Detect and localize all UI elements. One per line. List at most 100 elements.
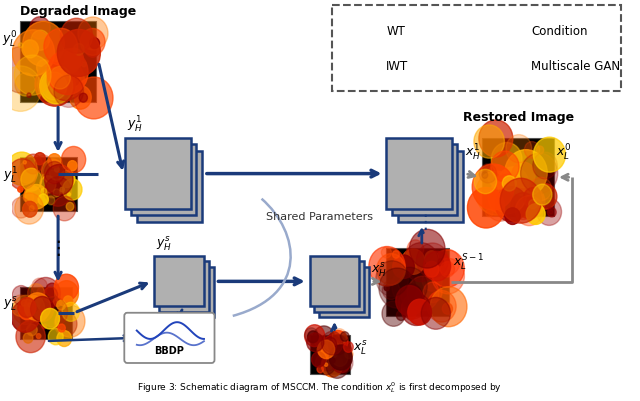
Circle shape	[506, 135, 532, 163]
Circle shape	[536, 147, 544, 155]
Circle shape	[424, 262, 439, 277]
Circle shape	[340, 332, 349, 341]
Circle shape	[54, 298, 61, 307]
Circle shape	[12, 31, 54, 77]
Circle shape	[36, 61, 51, 76]
Circle shape	[44, 287, 58, 303]
Circle shape	[332, 349, 348, 367]
Circle shape	[31, 278, 60, 310]
Circle shape	[316, 352, 336, 375]
Circle shape	[54, 281, 79, 307]
Circle shape	[492, 143, 522, 176]
Circle shape	[472, 164, 515, 210]
Circle shape	[29, 206, 34, 211]
Circle shape	[487, 166, 507, 187]
Circle shape	[425, 251, 438, 266]
Circle shape	[40, 171, 65, 198]
Bar	[310, 335, 350, 375]
Circle shape	[40, 309, 60, 329]
Circle shape	[524, 188, 542, 209]
Circle shape	[482, 172, 488, 179]
Circle shape	[54, 168, 59, 172]
Bar	[20, 158, 77, 212]
Circle shape	[490, 174, 527, 214]
Circle shape	[512, 163, 535, 188]
Circle shape	[323, 335, 346, 360]
Text: BBDP: BBDP	[154, 345, 184, 355]
Bar	[319, 267, 369, 317]
Circle shape	[38, 194, 49, 206]
Circle shape	[321, 356, 335, 371]
Text: $x_L^s$: $x_L^s$	[353, 339, 367, 356]
Circle shape	[15, 193, 44, 225]
Text: $y_L^1$: $y_L^1$	[3, 166, 18, 186]
Circle shape	[18, 298, 36, 318]
Circle shape	[488, 182, 519, 215]
Circle shape	[31, 302, 42, 314]
Text: Shared Parameters: Shared Parameters	[266, 212, 373, 222]
Circle shape	[332, 352, 351, 373]
Circle shape	[32, 278, 47, 296]
Circle shape	[305, 328, 318, 342]
Circle shape	[53, 189, 60, 197]
Circle shape	[35, 63, 75, 107]
Circle shape	[28, 284, 45, 302]
Circle shape	[64, 49, 83, 70]
Circle shape	[338, 348, 344, 356]
Circle shape	[21, 300, 27, 306]
Circle shape	[524, 142, 540, 159]
Text: $x_H^1$: $x_H^1$	[465, 143, 481, 163]
Circle shape	[444, 263, 447, 266]
Circle shape	[60, 19, 93, 54]
Text: Multiscale GAN: Multiscale GAN	[531, 60, 620, 73]
Circle shape	[486, 190, 515, 222]
Circle shape	[549, 210, 553, 215]
Circle shape	[28, 197, 31, 201]
Circle shape	[66, 203, 74, 211]
Circle shape	[505, 208, 520, 225]
Text: Restored Image: Restored Image	[463, 111, 574, 124]
Circle shape	[42, 324, 46, 329]
Circle shape	[479, 164, 497, 184]
Circle shape	[63, 296, 73, 306]
Circle shape	[60, 188, 65, 192]
Circle shape	[495, 187, 527, 222]
Circle shape	[533, 138, 566, 173]
Circle shape	[60, 190, 64, 194]
Circle shape	[402, 249, 425, 275]
Circle shape	[491, 152, 519, 182]
Circle shape	[70, 86, 92, 110]
Circle shape	[78, 18, 108, 51]
Circle shape	[381, 247, 392, 258]
Circle shape	[49, 165, 64, 181]
Circle shape	[23, 161, 26, 164]
Circle shape	[31, 297, 54, 322]
Circle shape	[46, 284, 58, 297]
Text: ⋮: ⋮	[415, 213, 435, 232]
Circle shape	[16, 321, 45, 353]
Bar	[20, 287, 72, 339]
Circle shape	[406, 310, 416, 320]
Circle shape	[37, 288, 45, 297]
Circle shape	[308, 331, 318, 343]
Circle shape	[13, 311, 31, 330]
Circle shape	[317, 366, 323, 373]
Circle shape	[321, 332, 343, 355]
Circle shape	[401, 294, 431, 326]
Circle shape	[436, 250, 460, 275]
Circle shape	[57, 300, 65, 310]
Circle shape	[21, 169, 42, 192]
Circle shape	[340, 351, 343, 354]
Circle shape	[8, 159, 36, 190]
Circle shape	[54, 76, 83, 108]
Circle shape	[24, 296, 45, 319]
Circle shape	[408, 300, 431, 325]
Circle shape	[58, 30, 100, 77]
Circle shape	[321, 339, 339, 359]
Circle shape	[532, 153, 557, 180]
Text: $y_H^s$: $y_H^s$	[156, 235, 172, 253]
Circle shape	[47, 61, 84, 101]
Circle shape	[19, 44, 23, 49]
Circle shape	[497, 168, 529, 201]
Circle shape	[534, 184, 557, 210]
